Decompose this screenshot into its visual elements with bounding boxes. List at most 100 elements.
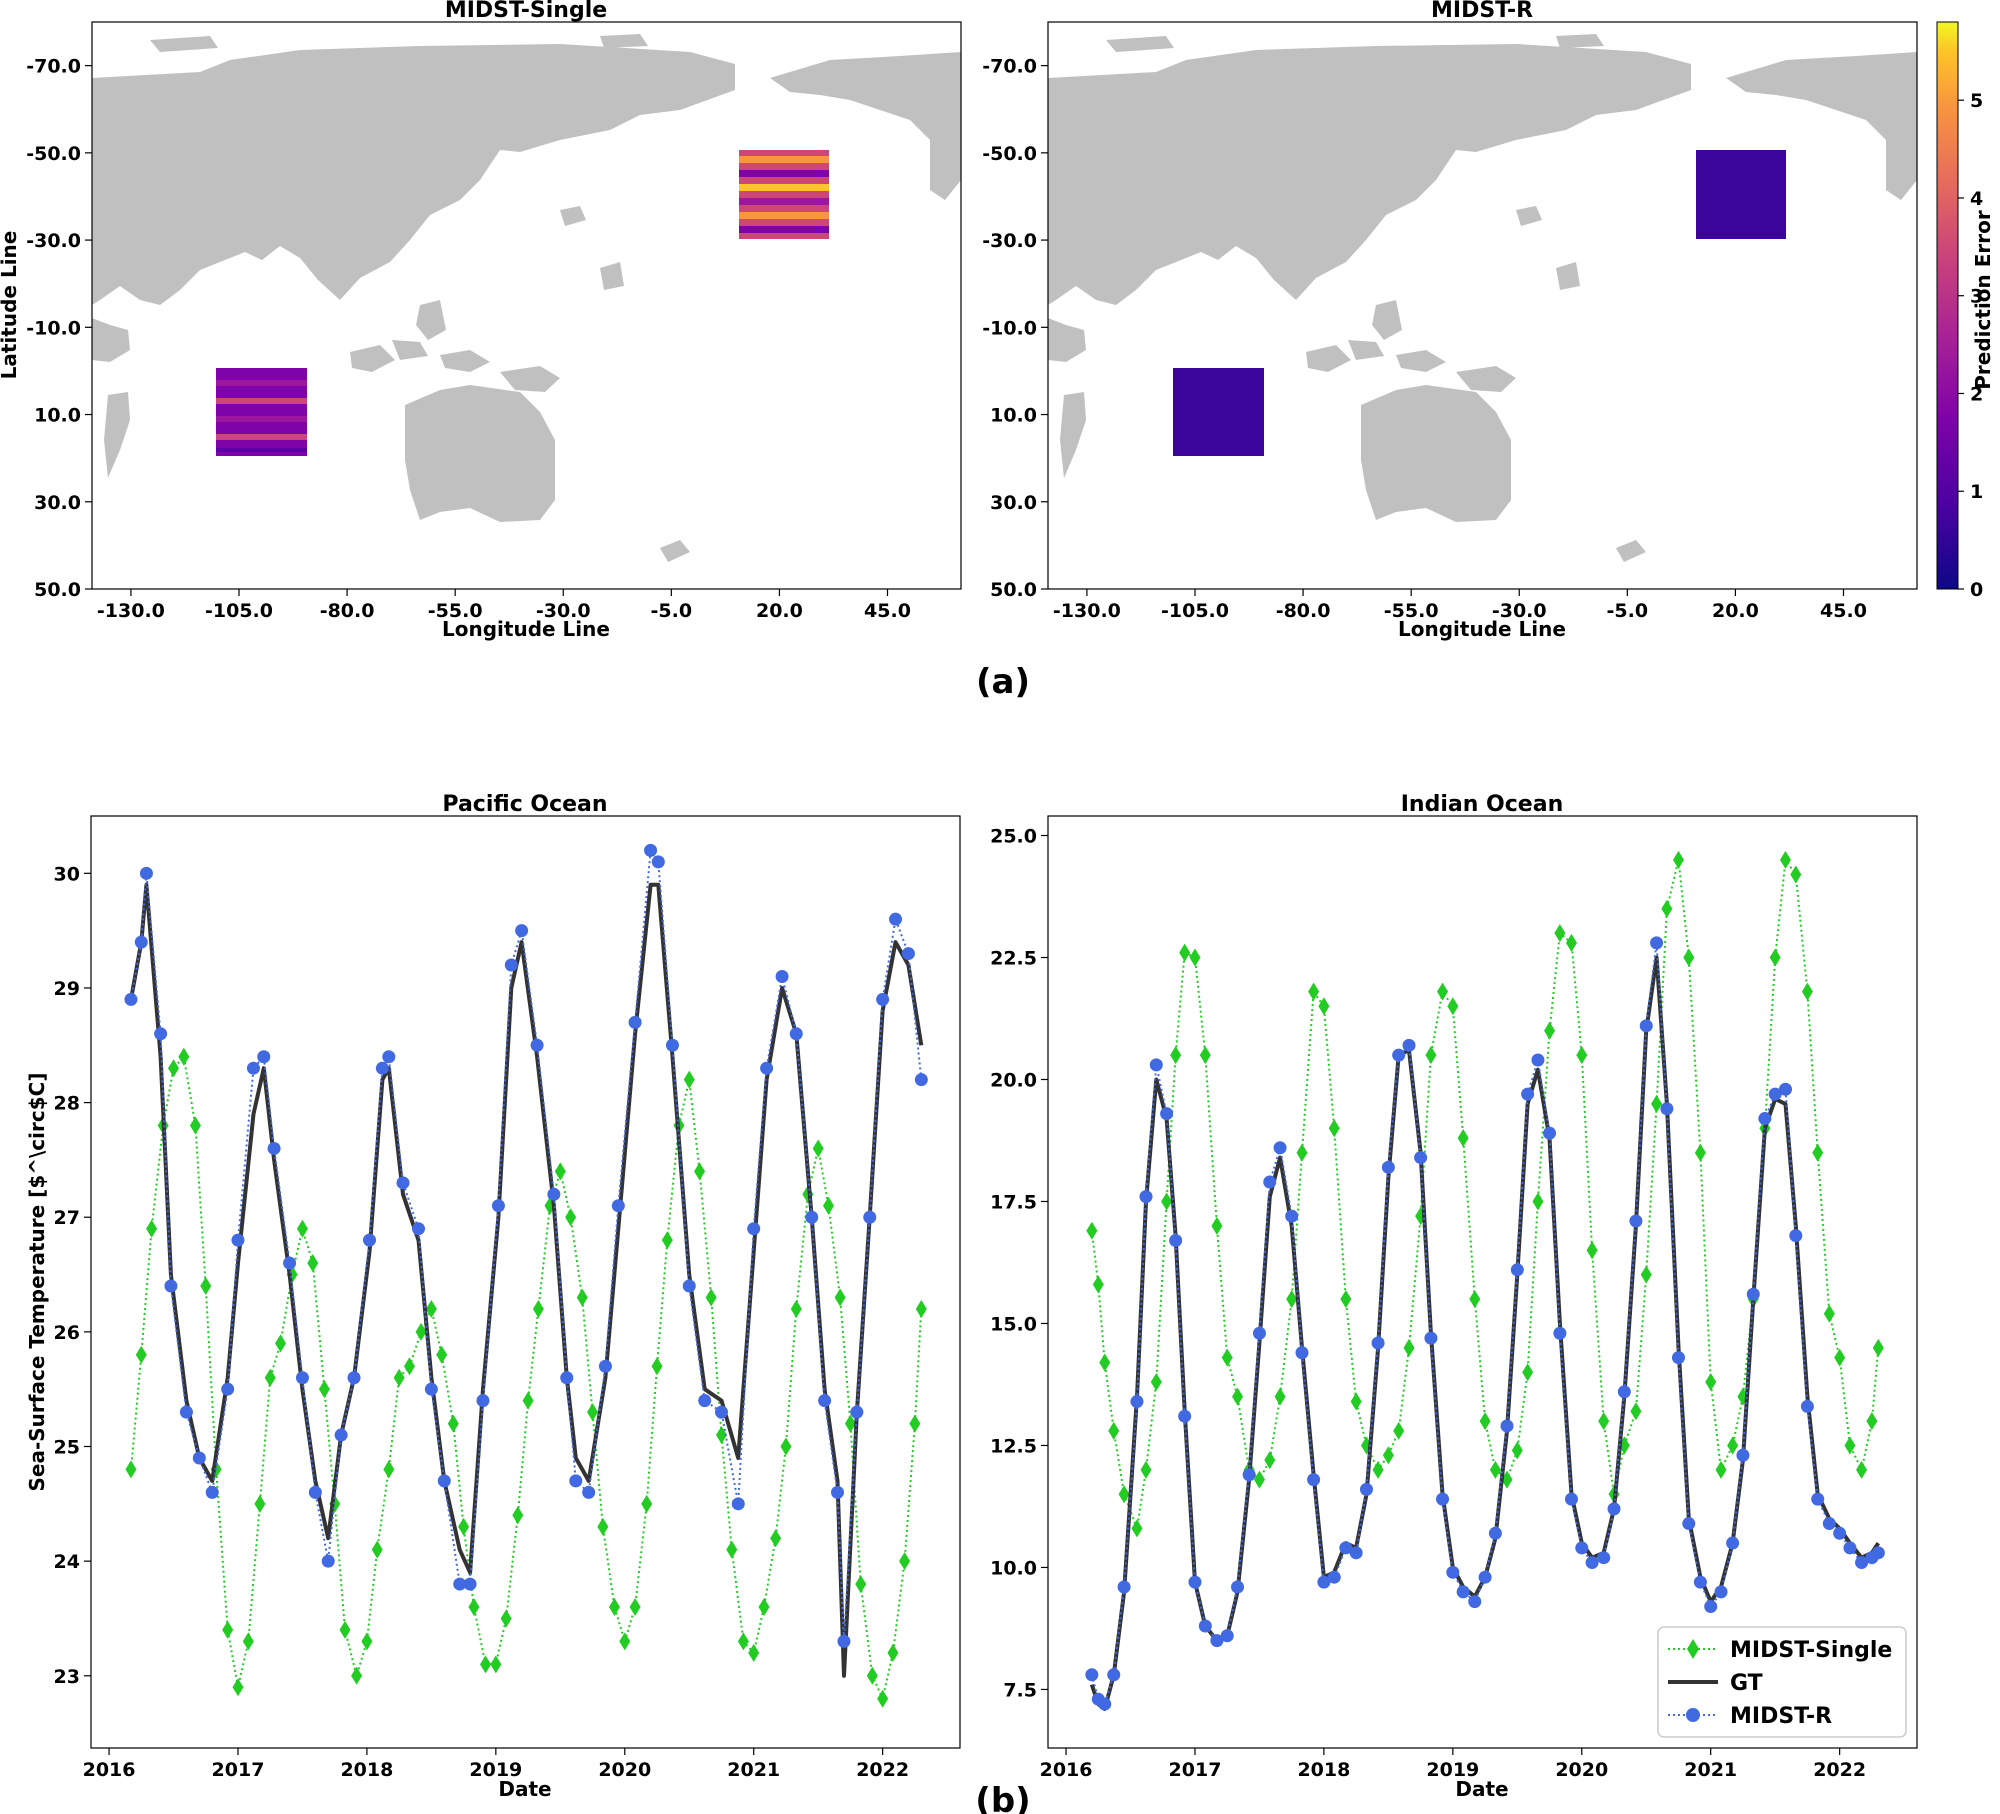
data-point xyxy=(576,1288,588,1307)
data-point xyxy=(1381,1160,1395,1174)
data-point xyxy=(468,1597,480,1616)
data-point xyxy=(915,1299,927,1318)
data-point xyxy=(192,1451,206,1465)
data-point xyxy=(522,1391,534,1410)
data-point xyxy=(500,1609,512,1628)
data-point xyxy=(134,935,148,949)
y-tick-label: 10.0 xyxy=(34,405,81,427)
y-axis: 7.5 10.0 12.5 15.0 17.5 20.0 22.5 25.0 xyxy=(990,826,1048,1701)
data-point xyxy=(1107,1668,1121,1682)
data-point xyxy=(628,1015,642,1029)
y-tick-label: 30.0 xyxy=(34,492,81,514)
series-gt xyxy=(1089,955,1880,1711)
data-point xyxy=(1221,1348,1233,1367)
series-midst-r xyxy=(1085,936,1885,1711)
data-point xyxy=(877,1689,889,1708)
data-point xyxy=(267,1141,281,1155)
legend-label: MIDST-Single xyxy=(1730,1638,1892,1663)
data-point xyxy=(1630,1402,1642,1421)
data-point xyxy=(1617,1385,1631,1399)
y-tick-label: 22.5 xyxy=(990,948,1037,970)
chart-title: MIDST-R xyxy=(1431,0,1533,23)
data-point xyxy=(805,1210,819,1224)
y-tick-label: 30 xyxy=(54,863,80,885)
data-point xyxy=(334,1428,348,1442)
error-region-indian xyxy=(216,368,307,456)
data-point xyxy=(598,1359,612,1373)
series-gt xyxy=(129,882,924,1678)
data-point xyxy=(1264,1451,1276,1470)
y-tick-label: 10.0 xyxy=(990,405,1037,427)
data-point xyxy=(1811,1492,1825,1506)
data-point xyxy=(1704,1599,1718,1613)
data-point xyxy=(1671,1351,1685,1365)
map-midst-r: -130.0 -105.0 -80.0 -55.0 -30.0 -5.0 20.0 45.0 … xyxy=(982,0,1918,641)
data-point xyxy=(1522,1363,1534,1382)
data-point xyxy=(1489,1460,1501,1479)
data-point xyxy=(1424,1331,1438,1345)
data-point xyxy=(189,1116,201,1135)
data-point xyxy=(283,1256,297,1270)
data-point xyxy=(1318,997,1330,1016)
data-point xyxy=(339,1620,351,1639)
data-point xyxy=(1823,1304,1835,1323)
y-tick-label: -30.0 xyxy=(26,230,81,252)
data-point xyxy=(1211,1216,1223,1235)
data-point xyxy=(1736,1448,1750,1462)
data-point xyxy=(1414,1151,1428,1165)
data-point xyxy=(1359,1482,1373,1496)
x-tick-label: -30.0 xyxy=(536,600,591,622)
data-point xyxy=(491,1199,505,1213)
data-point xyxy=(737,1632,749,1651)
data-point xyxy=(1169,1234,1183,1248)
data-point xyxy=(608,1597,620,1616)
x-tick-label: -130.0 xyxy=(97,600,165,622)
map-midst-single: -130.0 -105.0 -80.0 -55.0 -30.0 -5.0 20.0 45.0 … xyxy=(0,0,962,641)
data-point xyxy=(909,1414,921,1433)
x-tick-label: 2017 xyxy=(1169,1759,1222,1781)
data-point xyxy=(1372,1460,1384,1479)
data-point xyxy=(1510,1263,1524,1277)
data-point xyxy=(1812,1143,1824,1162)
x-axis-label: Date xyxy=(498,1777,551,1801)
data-point xyxy=(396,1176,410,1190)
data-point xyxy=(1232,1387,1244,1406)
data-point xyxy=(834,1288,846,1307)
data-point xyxy=(1855,1556,1869,1570)
data-point xyxy=(554,1162,566,1181)
y-tick-label: 24 xyxy=(54,1551,80,1573)
data-point xyxy=(1179,943,1191,962)
data-point xyxy=(619,1632,631,1651)
error-region-indian xyxy=(1173,368,1264,456)
data-point xyxy=(694,1162,706,1181)
series-midst-single xyxy=(1086,850,1884,1538)
y-tick-label: 29 xyxy=(54,978,80,1000)
y-tick-label: 28 xyxy=(54,1093,80,1115)
data-point xyxy=(1328,1119,1340,1138)
data-point xyxy=(1660,1102,1674,1116)
data-point xyxy=(1822,1517,1836,1531)
x-tick-label: 45.0 xyxy=(1820,600,1867,622)
data-point xyxy=(1253,1470,1265,1489)
x-tick-label: 2021 xyxy=(727,1759,780,1781)
data-point xyxy=(351,1666,363,1685)
x-tick-label: 2020 xyxy=(1555,1759,1608,1781)
data-point xyxy=(1834,1348,1846,1367)
legend-box xyxy=(1657,1626,1907,1738)
data-point xyxy=(597,1517,609,1536)
land-mass xyxy=(92,34,961,562)
data-point xyxy=(362,1233,376,1247)
data-point xyxy=(1437,982,1449,1001)
data-point xyxy=(582,1485,596,1499)
data-point xyxy=(1844,1436,1856,1455)
data-point xyxy=(1779,850,1791,869)
data-point xyxy=(1746,1287,1760,1301)
y-axis-label: Latitude Line xyxy=(0,231,21,380)
data-point xyxy=(1189,948,1201,967)
x-tick-label: 2018 xyxy=(1297,1759,1350,1781)
plot-frame xyxy=(90,815,961,1749)
data-point xyxy=(661,1231,673,1250)
data-point xyxy=(1446,1565,1460,1579)
data-point xyxy=(1833,1526,1847,1540)
y-tick-label: 15.0 xyxy=(990,1313,1037,1335)
